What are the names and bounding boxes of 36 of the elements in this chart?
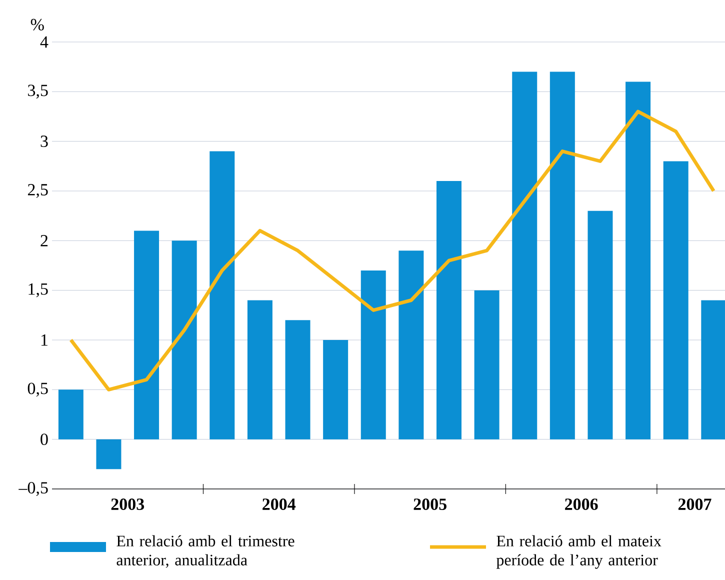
bar xyxy=(398,250,424,440)
x-tick-label: 2005 xyxy=(414,498,446,510)
y-tick-label: –0,5 xyxy=(18,482,48,496)
bar xyxy=(134,230,160,440)
bar xyxy=(588,210,613,440)
bar xyxy=(58,390,84,440)
bar xyxy=(550,72,575,440)
bar xyxy=(360,270,386,440)
y-tick-label: 0 xyxy=(40,434,48,446)
bar xyxy=(285,320,310,440)
y-tick-label: 1,5 xyxy=(28,283,48,298)
bar xyxy=(474,290,500,440)
bar xyxy=(172,240,197,440)
bar xyxy=(701,300,725,440)
x-tick-label: 2006 xyxy=(565,498,598,510)
x-tick-label: 2007 xyxy=(678,498,712,510)
y-tick-label: 3 xyxy=(40,136,48,148)
bar xyxy=(323,340,348,440)
y-axis-title: % xyxy=(30,18,44,30)
legend-label: En relació amb el mateix període de l’any anterior xyxy=(496,535,662,569)
bar xyxy=(663,161,688,440)
bar xyxy=(96,439,122,470)
y-tick-label: 4 xyxy=(40,36,48,48)
y-tick-label: 0,5 xyxy=(28,382,48,397)
legend-label: En relació amb el trimestre anterior, anualitzada xyxy=(116,535,294,568)
bar xyxy=(247,300,272,440)
y-tick-label: 1 xyxy=(41,334,48,346)
x-tick-label: 2003 xyxy=(111,498,144,510)
y-tick-label: 2,5 xyxy=(28,184,48,198)
bar xyxy=(210,151,235,440)
y-tick-label: 3,5 xyxy=(28,84,48,99)
x-tick-label: 2004 xyxy=(262,498,296,510)
bar xyxy=(512,72,538,440)
y-tick-label: 2 xyxy=(40,235,48,246)
bar xyxy=(436,181,462,440)
bar xyxy=(626,82,651,440)
